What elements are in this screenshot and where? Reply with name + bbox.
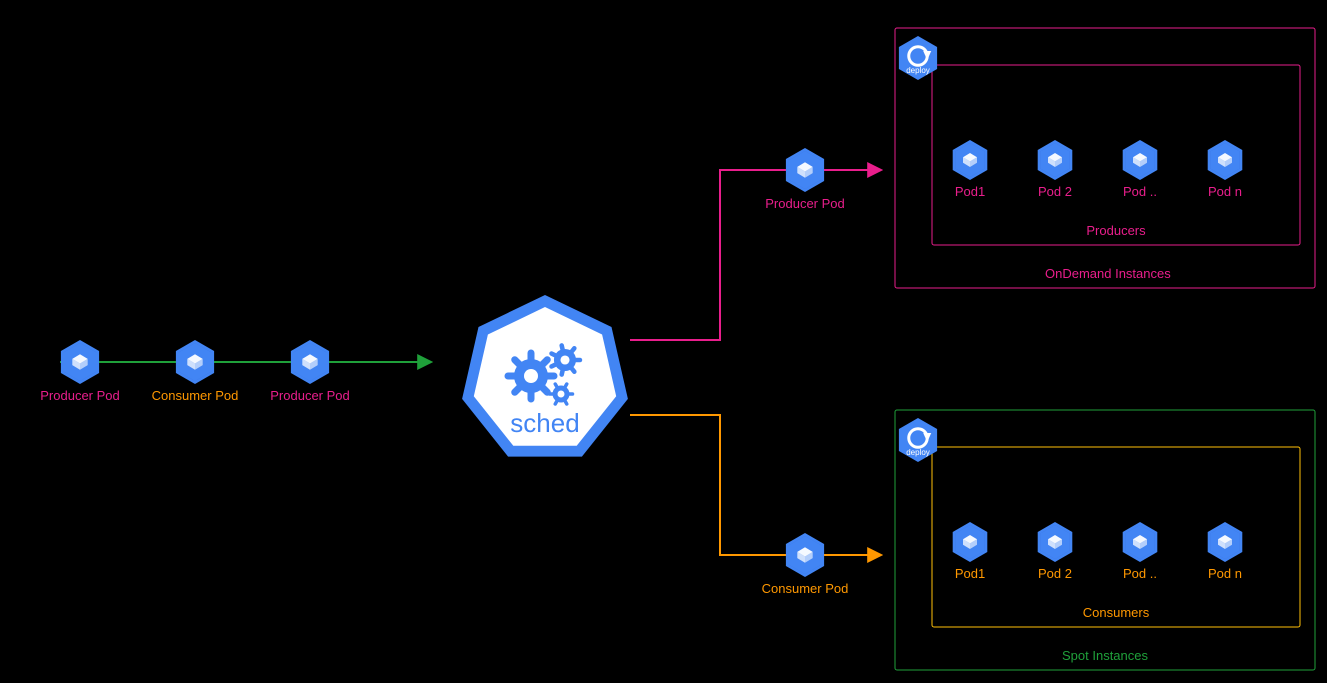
input-pod-label-0: Producer Pod xyxy=(20,388,140,403)
instance-box-label-1: Spot Instances xyxy=(1045,648,1165,663)
deploy-label-1: deploy xyxy=(888,448,948,457)
inner-pod-label-0-3: Pod n xyxy=(1165,184,1285,199)
inner-box-label-1: Consumers xyxy=(1056,605,1176,620)
branch-pod-label-0: Producer Pod xyxy=(745,196,865,211)
input-pod-label-2: Producer Pod xyxy=(250,388,370,403)
inner-pod-label-1-3: Pod n xyxy=(1165,566,1285,581)
instance-box-label-0: OnDemand Instances xyxy=(1045,266,1165,281)
inner-box-label-0: Producers xyxy=(1056,223,1176,238)
scheduler-label: sched xyxy=(510,408,579,438)
input-pod-label-1: Consumer Pod xyxy=(135,388,255,403)
branch-pod-label-1: Consumer Pod xyxy=(745,581,865,596)
deploy-label-0: deploy xyxy=(888,66,948,75)
